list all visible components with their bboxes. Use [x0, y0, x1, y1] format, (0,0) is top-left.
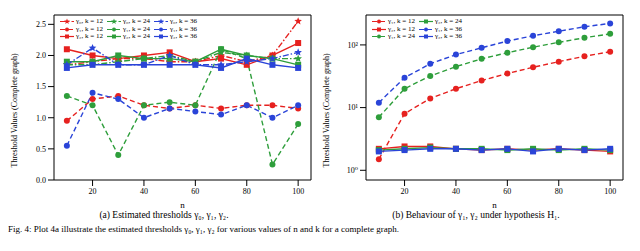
svg-text:80: 80: [555, 187, 563, 196]
html-text:(a) Estimated thresholds γ₀, γ: (a) Estimated thresholds γ₀, γ₁, γ₂.: [99, 210, 229, 220]
svg-text:0.5: 0.5: [36, 145, 46, 154]
svg-text:100: 100: [604, 187, 616, 196]
html-text:γ₂, k = 24: γ₂, k = 24: [123, 32, 150, 40]
svg-text:60: 60: [503, 187, 511, 196]
html-text:γ₂, k = 12: γ₂, k = 12: [388, 24, 415, 33]
html-text:γ₀, k = 12: γ₀, k = 12: [76, 17, 103, 25]
html-text:γ₁, k = 12: γ₁, k = 12: [388, 17, 415, 25]
svg-text:2.0: 2.0: [36, 51, 46, 60]
svg-text:1.0: 1.0: [36, 114, 46, 123]
html-text:γ₂, k = 24: γ₂, k = 24: [435, 17, 462, 25]
svg-text:40: 40: [140, 187, 148, 196]
svg-text:20: 20: [89, 187, 97, 196]
svg-text:80: 80: [243, 187, 251, 196]
html-text:γ₁, k = 24: γ₁, k = 24: [388, 32, 415, 40]
svg-text:0.0: 0.0: [36, 176, 46, 185]
svg-text:10²: 10²: [348, 41, 359, 50]
html-text:γ₂, k = 12: γ₂, k = 12: [76, 32, 103, 40]
svg-text:40: 40: [452, 187, 460, 196]
svg-text:100: 100: [292, 187, 304, 196]
svg-text:60: 60: [191, 187, 199, 196]
html-text:γ₂, k = 36: γ₂, k = 36: [435, 32, 462, 40]
svg-text:10⁰: 10⁰: [347, 166, 358, 175]
svg-text:Threshold Values (Complete gra: Threshold Values (Complete graph): [322, 53, 331, 168]
svg-text:20: 20: [401, 187, 409, 196]
svg-text:2.5: 2.5: [36, 20, 46, 29]
html-text:γ₁, k = 24: γ₁, k = 24: [123, 24, 150, 33]
html-text:Fig. 4: Plot 4a illustrate the: Fig. 4: Plot 4a illustrate the estimated…: [8, 224, 399, 234]
html-text:γ₂, k = 36: γ₂, k = 36: [170, 32, 197, 40]
html-text:(b) Behaviour of γ₁, γ₂ under: (b) Behaviour of γ₁, γ₂ under hypothesis…: [392, 210, 560, 220]
svg-text:10¹: 10¹: [348, 103, 359, 112]
html-text:γ₀, k = 36: γ₀, k = 36: [170, 17, 197, 25]
svg-text:n: n: [180, 200, 185, 208]
html-text:γ₁, k = 36: γ₁, k = 36: [435, 24, 462, 33]
svg-text:1.5: 1.5: [36, 82, 46, 91]
svg-text:Threshold Values (Complete gra: Threshold Values (Complete graph): [10, 53, 19, 168]
html-text:γ₁, k = 12: γ₁, k = 12: [76, 24, 103, 33]
html-text:γ₀, k = 24: γ₀, k = 24: [123, 17, 150, 25]
html-text:γ₁, k = 36: γ₁, k = 36: [170, 24, 197, 33]
svg-text:n: n: [492, 200, 497, 208]
